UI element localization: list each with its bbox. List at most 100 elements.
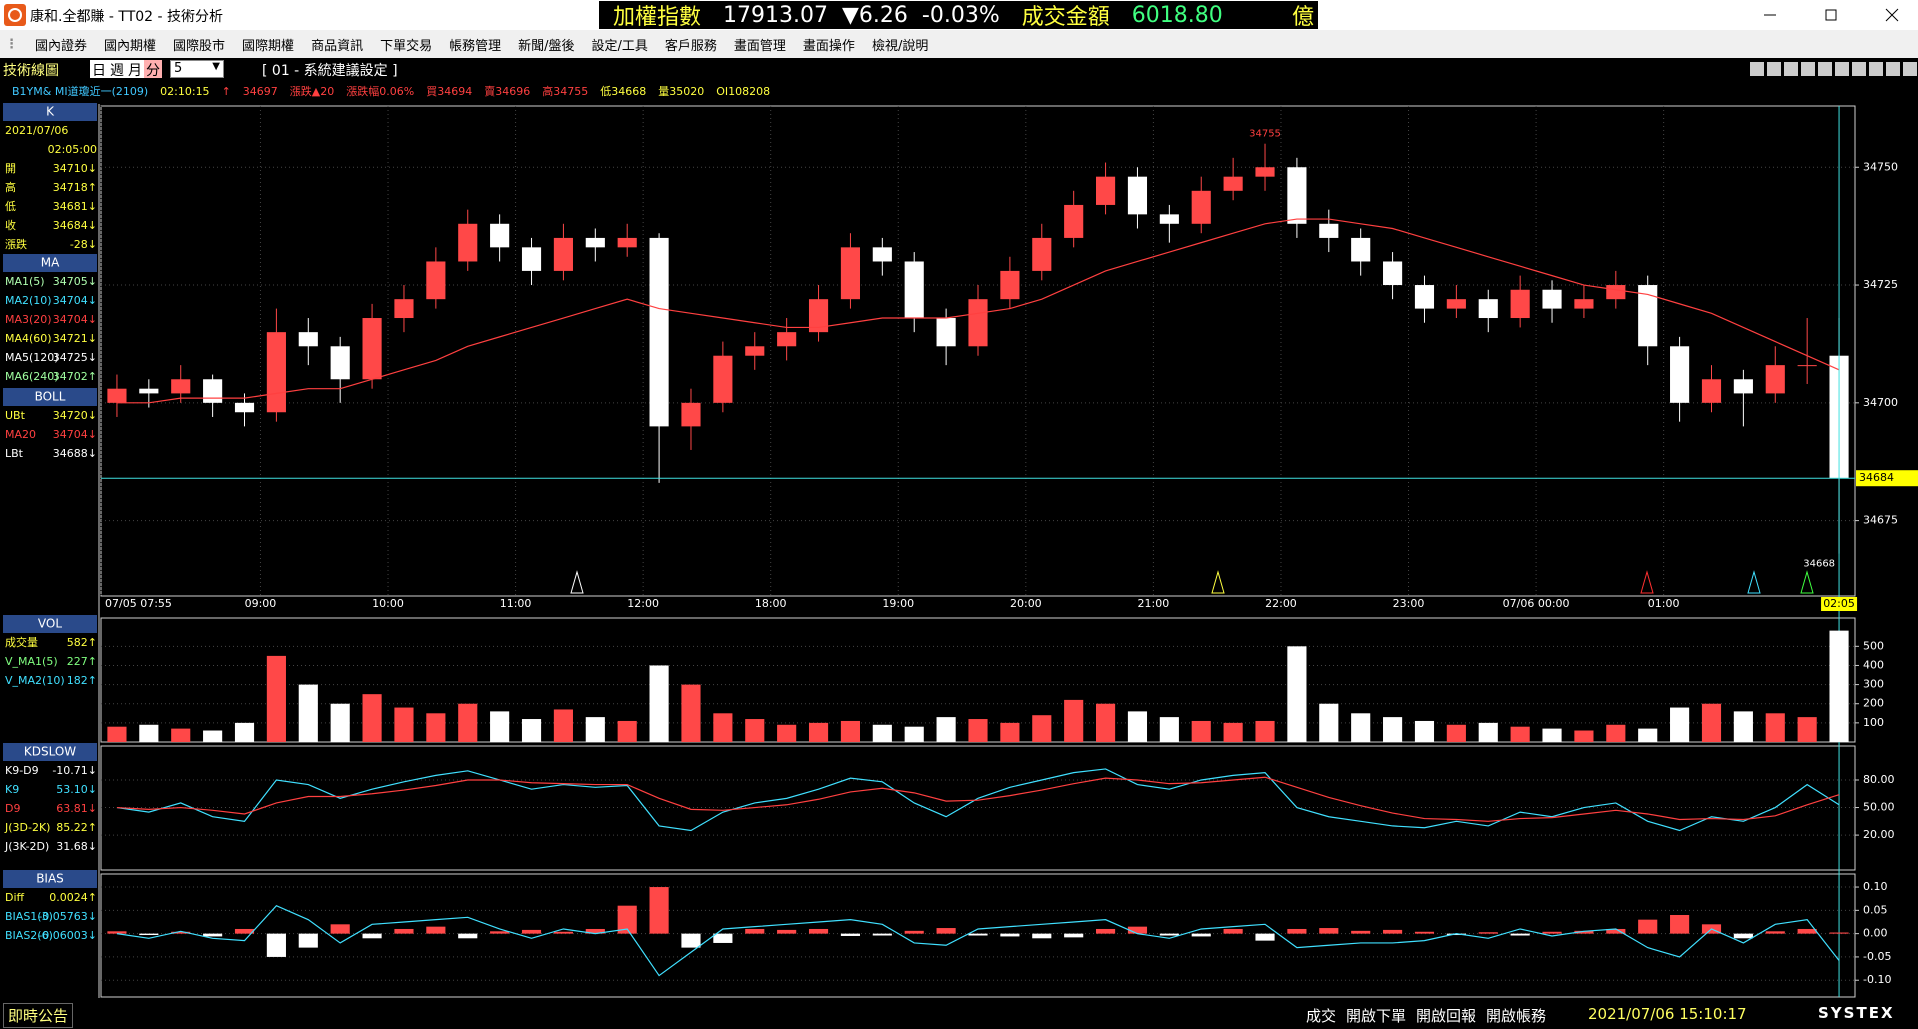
brand: SYSTEX (1818, 1004, 1895, 1022)
menu-item[interactable]: 國際期權 (242, 38, 295, 54)
status-button[interactable]: 開啟回報 (1416, 1007, 1477, 1025)
y-tick-label: -0.10 (1863, 973, 1891, 986)
window-controls[interactable] (1758, 0, 1918, 30)
candle-body (1797, 365, 1817, 367)
menu-item[interactable]: 國內期權 (104, 38, 157, 54)
ticker-name: 加權指數 (613, 5, 702, 30)
toolbar-label: 技術線圖 (3, 63, 59, 79)
status-button[interactable]: 成交 (1306, 1007, 1337, 1025)
row-label: J(3K-2D) (4, 840, 49, 853)
bar (617, 905, 637, 934)
status-buttons: 成交 開啟下單 開啟回報 開啟帳務 (1306, 1005, 1556, 1026)
period-button[interactable]: 週 (110, 63, 124, 79)
bar (1095, 928, 1116, 934)
status-button[interactable]: 開啟下單 (1346, 1007, 1407, 1025)
bar (362, 933, 382, 939)
bar (904, 930, 924, 934)
bar (968, 933, 988, 936)
row-label: MA20 (5, 428, 36, 441)
menu-item[interactable]: 下單交易 (380, 38, 433, 54)
menu-item[interactable]: 國際股市 (173, 38, 226, 54)
period-button[interactable]: 月 (128, 63, 142, 79)
quote-field: 34697 (242, 84, 278, 98)
menu-item[interactable]: 客戶服務 (664, 38, 717, 54)
row-value: 34705↓ (53, 275, 97, 288)
bar (936, 928, 956, 934)
bar (458, 933, 478, 939)
row-label: V_MA1(5) (5, 655, 58, 668)
y-tick-label: 500 (1863, 639, 1884, 652)
bar (1542, 728, 1562, 742)
ticker-change: ▼6.26 (842, 2, 908, 28)
bar (203, 730, 223, 742)
menu-item[interactable]: 畫面管理 (733, 38, 786, 54)
row-value: -0.06003↓ (38, 929, 97, 942)
marker (1747, 570, 1761, 594)
bar (330, 924, 350, 934)
menu-item[interactable]: 檢視/說明 (871, 38, 929, 54)
bar (1000, 722, 1020, 742)
bar (1797, 717, 1817, 742)
menu-item[interactable]: 新聞/盤後 (518, 38, 575, 54)
menu-item[interactable]: 畫面操作 (802, 38, 855, 54)
row-label: MA2(10) (5, 294, 52, 307)
menu-item[interactable]: 國內證券 (35, 38, 88, 54)
bar (745, 928, 765, 934)
bar (1510, 726, 1530, 742)
notice[interactable]: 即時公告 (3, 1003, 74, 1028)
tool-icons[interactable] (1748, 60, 1918, 80)
x-tick-label: 10:00 (372, 597, 404, 610)
bar (1478, 932, 1498, 934)
bar (203, 933, 223, 937)
bar (1446, 724, 1466, 742)
bar (1414, 720, 1435, 742)
y-tick-label: 50.00 (1863, 801, 1895, 814)
candle-body (1319, 223, 1339, 238)
period-button[interactable]: 日 (92, 63, 106, 79)
row-label: 漲跌 (5, 237, 27, 251)
row-value: 34710↓ (53, 162, 97, 175)
bar (1287, 928, 1307, 934)
bar (394, 928, 414, 934)
row-value: 34684↓ (53, 219, 97, 232)
bar (808, 928, 829, 934)
menu-item[interactable]: 帳務管理 (449, 38, 502, 54)
candle-body (1606, 285, 1626, 300)
bar (1064, 699, 1084, 742)
app-icon (4, 4, 26, 26)
row-label: 低 (5, 200, 16, 213)
panel-title: BOLL (35, 390, 66, 404)
setting[interactable]: [ 01 - 系統建議設定 ] (262, 63, 398, 79)
panel-title: VOL (38, 617, 62, 631)
bar (1127, 711, 1148, 742)
restore[interactable] (1825, 9, 1837, 21)
candle-body (426, 261, 446, 300)
candle-body (139, 388, 159, 394)
turnover-unit: 億 (1291, 5, 1314, 30)
status-button[interactable]: 開啟帳務 (1486, 1007, 1547, 1025)
bar (1542, 931, 1562, 934)
row-value: -10.71↓ (52, 764, 97, 777)
row-value: 53.10↓ (56, 783, 97, 796)
row-label: K9 (5, 783, 19, 796)
bar (904, 726, 924, 742)
bar (426, 713, 446, 742)
period-button[interactable]: 分 (144, 60, 162, 79)
row-value: 182↑ (67, 674, 97, 687)
marker (570, 570, 584, 594)
candle-body (1638, 285, 1658, 347)
menu-item[interactable]: 設定/工具 (591, 38, 648, 54)
time: 02:05:00 (48, 143, 97, 156)
interval-select[interactable]: 5 ▼ (170, 60, 224, 78)
panel-header (3, 103, 97, 121)
x-tick-label: 18:00 (755, 597, 787, 610)
row-label: BIAS2(6) (5, 929, 53, 942)
bar (713, 933, 733, 943)
bar (1701, 703, 1722, 742)
candle-body (1478, 299, 1498, 319)
close[interactable] (1885, 8, 1899, 22)
menu-item[interactable]: 商品資訊 (311, 38, 364, 54)
bar (1095, 703, 1116, 742)
bar (681, 933, 701, 948)
y-tick-label: 80.00 (1863, 773, 1895, 786)
